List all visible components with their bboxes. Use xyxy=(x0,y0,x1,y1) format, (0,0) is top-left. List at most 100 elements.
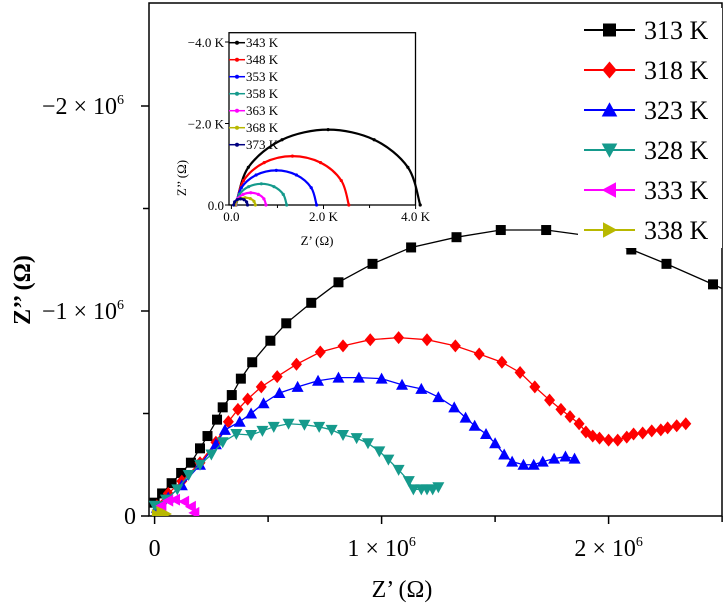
inset-legend-label: 353 K xyxy=(246,69,279,84)
inset-x-axis-label: Z’ (Ω) xyxy=(301,233,334,248)
legend-item: 323 K xyxy=(584,96,709,125)
data-point xyxy=(392,464,405,476)
data-point xyxy=(265,335,276,346)
inset-legend-marker xyxy=(235,91,239,96)
data-point xyxy=(247,357,258,368)
inset-data-point xyxy=(242,198,246,202)
data-point xyxy=(529,380,541,394)
inset-data-point xyxy=(309,186,313,190)
data-point xyxy=(517,458,530,470)
inset-legend-item: 358 K xyxy=(229,86,279,101)
inset-data-point xyxy=(259,182,263,186)
inset-legend-label: 348 K xyxy=(246,52,279,67)
legend-label: 333 K xyxy=(644,176,709,205)
data-point xyxy=(313,421,326,433)
data-point xyxy=(202,431,213,442)
main-plot: 0 1 × 106 2 × 106 0 −1 × 106 −2 × 106 xyxy=(42,2,723,562)
data-point xyxy=(564,410,576,424)
data-point xyxy=(468,419,481,431)
inset-legend-label: 373 K xyxy=(246,137,279,152)
data-point xyxy=(568,452,581,464)
inset-x-tick-label: 0.0 xyxy=(223,209,239,224)
data-point xyxy=(541,225,552,236)
data-point xyxy=(257,397,270,409)
data-point xyxy=(162,494,174,507)
data-point xyxy=(222,415,234,429)
data-point xyxy=(375,372,388,384)
inset-series-373k xyxy=(232,197,250,207)
data-point xyxy=(245,430,258,442)
inset-data-point xyxy=(239,197,243,201)
data-point xyxy=(451,232,462,243)
inset-data-point xyxy=(339,178,343,183)
x-tick-label: 1 × 106 xyxy=(347,535,416,562)
data-point xyxy=(506,455,519,467)
inset-data-point xyxy=(245,203,250,207)
series-313k xyxy=(149,225,722,508)
data-point xyxy=(184,500,196,513)
inset-y-axis-label: Z’’ (Ω) xyxy=(174,160,189,196)
data-point xyxy=(290,357,302,371)
data-point xyxy=(291,380,304,392)
x-axis-label: Z’ (Ω) xyxy=(372,577,433,603)
data-point xyxy=(205,449,218,461)
data-point xyxy=(559,450,572,462)
inset-data-point xyxy=(326,128,330,132)
data-point xyxy=(628,427,640,441)
data-point xyxy=(396,378,409,390)
series-338k xyxy=(151,505,172,516)
data-point xyxy=(333,277,344,288)
data-point xyxy=(612,433,624,447)
data-point xyxy=(367,258,378,269)
legend-label: 313 K xyxy=(644,16,709,45)
data-point xyxy=(671,419,683,433)
data-point xyxy=(337,430,350,442)
data-point xyxy=(212,414,223,425)
data-point xyxy=(273,387,286,398)
inset-frame xyxy=(228,32,417,206)
data-point xyxy=(536,455,549,467)
inset-legend-marker xyxy=(235,108,239,113)
data-point xyxy=(282,418,295,430)
legend-marker xyxy=(601,143,618,158)
legend-item: 318 K xyxy=(584,56,709,85)
data-point xyxy=(449,339,461,353)
data-point xyxy=(267,421,280,433)
inset-data-point xyxy=(244,200,249,204)
data-point xyxy=(646,424,658,438)
data-point xyxy=(603,433,615,447)
inset-legend-item: 343 K xyxy=(229,35,279,50)
legend-label: 328 K xyxy=(644,136,709,165)
data-point xyxy=(230,429,243,440)
inset-data-point xyxy=(347,203,351,207)
inset-data-point xyxy=(406,165,410,169)
data-point xyxy=(407,484,420,496)
y-tick-label: 0 xyxy=(124,504,136,530)
inset-y-tick-label: −2.0 K xyxy=(188,117,225,132)
legend-label: 318 K xyxy=(644,56,709,85)
data-point xyxy=(216,437,229,449)
series-line xyxy=(156,336,686,507)
inset-y-tick-label: 0.0 xyxy=(208,198,224,213)
inset-data-point xyxy=(235,198,239,202)
inset-legend-item: 373 K xyxy=(229,137,279,152)
inset-data-point xyxy=(256,192,260,197)
data-point xyxy=(459,411,472,423)
inset-data-point xyxy=(264,203,268,207)
legend-marker xyxy=(601,102,618,117)
data-point xyxy=(489,437,502,449)
data-point xyxy=(160,507,172,516)
data-point xyxy=(195,443,205,454)
data-point xyxy=(662,421,674,435)
inset-data-point xyxy=(232,203,236,207)
legend-marker xyxy=(603,222,618,238)
data-point xyxy=(480,428,493,439)
data-point xyxy=(448,401,461,413)
data-point xyxy=(352,371,365,383)
inset-data-point xyxy=(241,178,246,183)
inset-data-point xyxy=(314,203,319,207)
inset-legend-item: 368 K xyxy=(229,120,279,135)
inset-data-point xyxy=(272,185,276,189)
data-point xyxy=(235,373,246,384)
